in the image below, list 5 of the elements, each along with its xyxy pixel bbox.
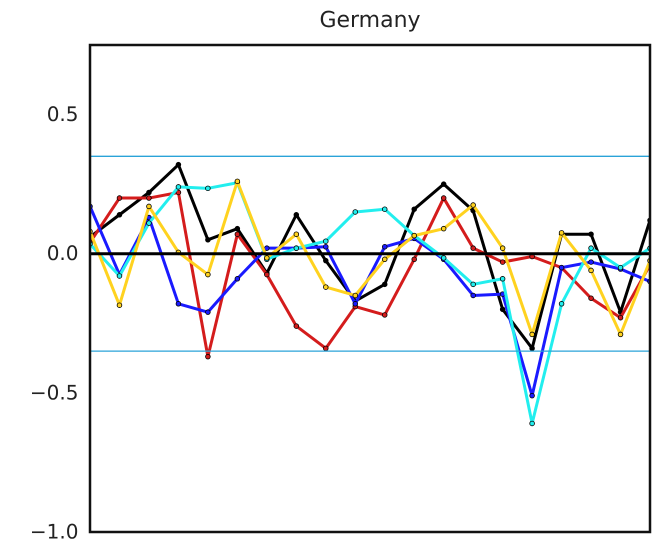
y-tick-label: 0.5 [46,102,78,126]
y-tick-label: −1.0 [30,520,78,543]
y-tick-label: −0.5 [30,380,78,404]
chart-title: Germany [319,8,421,33]
y-tick-label: 0.0 [46,241,78,266]
